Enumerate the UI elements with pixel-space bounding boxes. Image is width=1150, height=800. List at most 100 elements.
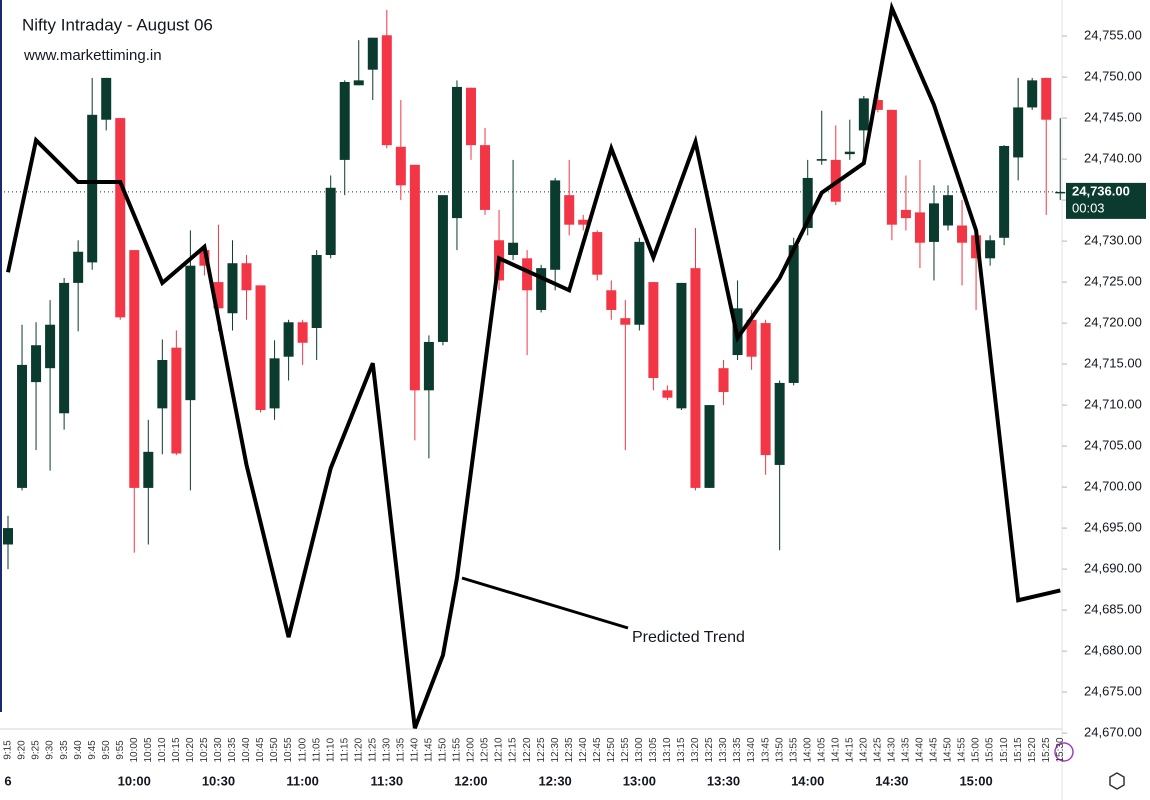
x-tick-label: 9:35 [59,740,70,760]
x-tick-label: 13:20 [690,737,701,762]
x-tick-label: 9:50 [101,740,112,760]
y-tick-label: 24,670.00 [1084,725,1142,740]
y-tick-label: 24,680.00 [1084,643,1142,658]
x-tick-label: 10:55 [283,737,294,762]
x-tick-label: 14:00 [802,737,813,762]
x-major-label: 13:00 [623,773,656,788]
x-tick-label: 15:05 [985,737,996,762]
candle-body [3,528,13,545]
x-tick-label: 15:10 [999,737,1010,762]
x-tick-label: 14:35 [901,737,912,762]
x-tick-label: 11:40 [410,737,421,762]
candle-body [465,87,476,146]
candle-body [1041,77,1052,120]
x-tick-label: 10:15 [171,737,182,762]
x-tick-label: 15:00 [971,737,982,762]
x-tick-label: 12:35 [564,737,575,762]
candle-body [395,146,406,186]
candle-body [788,245,799,383]
x-tick-label: 11:30 [381,737,392,762]
candle-body [886,109,897,225]
x-tick-label: 13:55 [788,737,799,762]
candle-body [634,241,645,325]
candle-body [1013,107,1024,158]
trend-line [6,1,1061,729]
candle-body [213,282,224,309]
candle-body [858,98,869,131]
candle-body [269,358,280,409]
x-tick-label: 9:55 [115,740,126,760]
x-tick-label: 15:25 [1041,737,1052,762]
candle-body [718,368,729,392]
candle-body [283,322,294,357]
x-tick-label: 12:40 [578,737,589,762]
candle-body [409,164,420,391]
candle-body [241,263,252,291]
settings-icon[interactable] [1109,772,1125,790]
x-tick-label: 14:20 [858,737,869,762]
candle-body [325,187,336,256]
x-tick-label: 10:40 [241,737,252,762]
candle-body [704,405,715,488]
x-tick-label: 13:00 [634,737,645,762]
candle-body [999,145,1010,238]
candle-body [844,151,855,155]
countdown: 00:03 [1072,200,1105,215]
x-tick-label: 12:25 [536,737,547,762]
x-tick-label: 10:10 [157,737,168,762]
candle-body [101,77,112,120]
x-tick-label: 12:55 [620,737,631,762]
y-tick-label: 24,720.00 [1084,315,1142,330]
y-tick-label: 24,740.00 [1084,151,1142,166]
annotation: Predicted Trend [632,629,745,646]
x-tick-label: 11:15 [339,737,350,762]
x-tick-label: 9:25 [31,740,42,760]
x-tick-label: 12:10 [494,737,505,762]
y-tick-label: 24,715.00 [1084,356,1142,371]
x-major-label: 13:30 [707,773,740,788]
x-major-label: 15:00 [959,773,992,788]
annotation-pointer [461,576,629,630]
x-tick-label: 11:45 [424,737,435,762]
candle-body [227,263,238,314]
replay-icon[interactable] [1054,742,1074,762]
candle-body [816,159,827,161]
candle-body [297,322,308,343]
x-major-label: 10:00 [118,773,151,788]
y-tick-label: 24,700.00 [1084,479,1142,494]
x-tick-label: 10:35 [227,737,238,762]
candle-body [774,382,785,465]
x-tick-label: 9:20 [17,740,28,760]
x-tick-label: 10:00 [129,737,140,762]
candle-body [45,324,56,369]
x-tick-label: 10:30 [213,737,224,762]
candle-body [914,212,925,243]
x-tick-label: 13:50 [774,737,785,762]
x-tick-label: 9:15 [3,740,14,760]
candle-body [115,118,126,318]
candle-body [606,290,617,310]
x-tick-label: 12:45 [592,737,603,762]
y-tick-label: 24,705.00 [1084,438,1142,453]
candle-body [199,250,210,266]
x-tick-label: 15:30 [1055,737,1066,762]
x-major-label: 12:30 [539,773,572,788]
chart-subtitle: www.markettiming.in [23,47,162,64]
candle-body [522,258,533,291]
candle-body [648,282,659,379]
x-tick-label: 11:35 [395,737,406,762]
x-tick-label: 14:05 [816,737,827,762]
x-tick-label: 13:35 [732,737,743,762]
candle-body [872,100,883,110]
x-major-label: 14:00 [791,773,824,788]
y-tick-label: 24,745.00 [1084,110,1142,125]
x-tick-label: 12:15 [508,737,519,762]
x-major-label: 11:00 [286,773,319,788]
x-tick-label: 12:30 [550,737,561,762]
candle-body [943,195,954,226]
x-tick-label: 12:05 [480,737,491,762]
x-tick-label: 10:05 [143,737,154,762]
y-tick-label: 24,750.00 [1084,69,1142,84]
candle-body [536,268,547,310]
